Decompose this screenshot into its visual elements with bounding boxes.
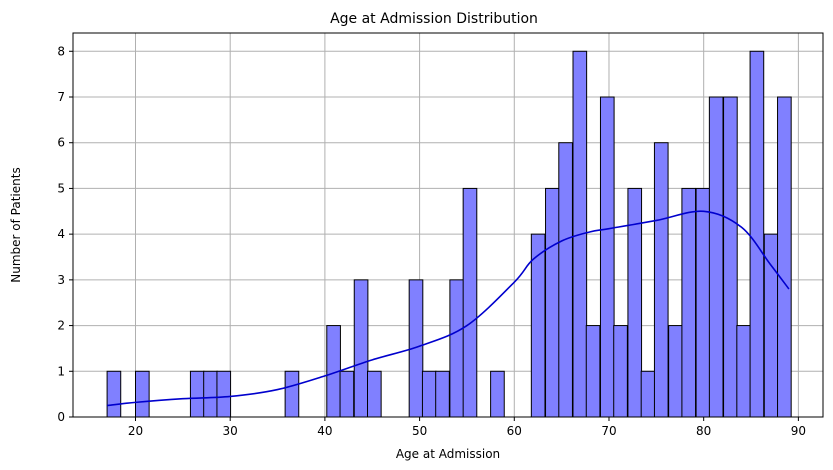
y-tick-label: 8 [57, 44, 65, 58]
histogram-bar [723, 96, 738, 418]
x-tick-label: 90 [791, 424, 806, 438]
histogram-bar [339, 370, 355, 418]
histogram-bar [640, 370, 656, 418]
histogram-bar [189, 370, 205, 418]
plot-frame [72, 32, 824, 418]
y-axis-label: Number of Patients [9, 167, 23, 282]
x-tick-label: 50 [412, 424, 427, 438]
y-tick-label: 5 [57, 181, 65, 195]
chart-title: Age at Admission Distribution [330, 11, 538, 27]
histogram-bar [545, 187, 560, 418]
y-tick-label: 3 [57, 273, 65, 287]
y-tick-label: 1 [57, 364, 65, 378]
histogram-bar [736, 325, 751, 418]
histogram-bar [708, 96, 724, 418]
histogram-bar [695, 187, 711, 418]
tick-layer: 20 30 40 50 60 70 80 90 0 1 2 3 4 5 6 7 8 [57, 44, 806, 438]
histogram-bar [216, 370, 232, 418]
x-tick-label: 40 [317, 424, 332, 438]
histogram-bar [668, 325, 683, 418]
kde-layer [107, 210, 790, 407]
histogram-bar [749, 50, 765, 418]
x-tick-label: 60 [507, 424, 522, 438]
x-tick-label: 30 [223, 424, 238, 438]
y-tick-label: 4 [57, 227, 65, 241]
histogram-bar [585, 325, 601, 418]
histogram-bar [530, 233, 546, 418]
histogram-bar [367, 370, 382, 418]
histogram-bar [353, 279, 369, 418]
histogram-bar [490, 370, 505, 418]
histogram-bar [449, 279, 465, 418]
histogram-bar [203, 370, 218, 418]
y-tick-label: 6 [57, 136, 65, 150]
x-axis-label: Age at Admission [396, 447, 500, 461]
histogram-bar [106, 370, 122, 418]
histogram-bar [558, 142, 573, 418]
bar-layer [106, 50, 792, 418]
histogram-bar [653, 142, 669, 418]
y-tick-label: 7 [57, 90, 65, 104]
histogram-bar [777, 96, 792, 418]
x-tick-label: 20 [128, 424, 143, 438]
y-tick-label: 0 [57, 410, 65, 424]
histogram-bar [599, 96, 615, 418]
histogram-bar [135, 370, 150, 418]
histogram-bar [763, 233, 779, 418]
histogram-bar [284, 370, 300, 418]
x-tick-label: 70 [601, 424, 616, 438]
histogram-bar [435, 370, 450, 418]
histogram-bar [613, 325, 628, 418]
histogram-bar [421, 370, 437, 418]
y-tick-label: 2 [57, 319, 65, 333]
kde-curve [107, 210, 790, 407]
x-tick-label: 80 [696, 424, 711, 438]
histogram-bar [462, 187, 478, 418]
histogram-bar [681, 187, 697, 418]
